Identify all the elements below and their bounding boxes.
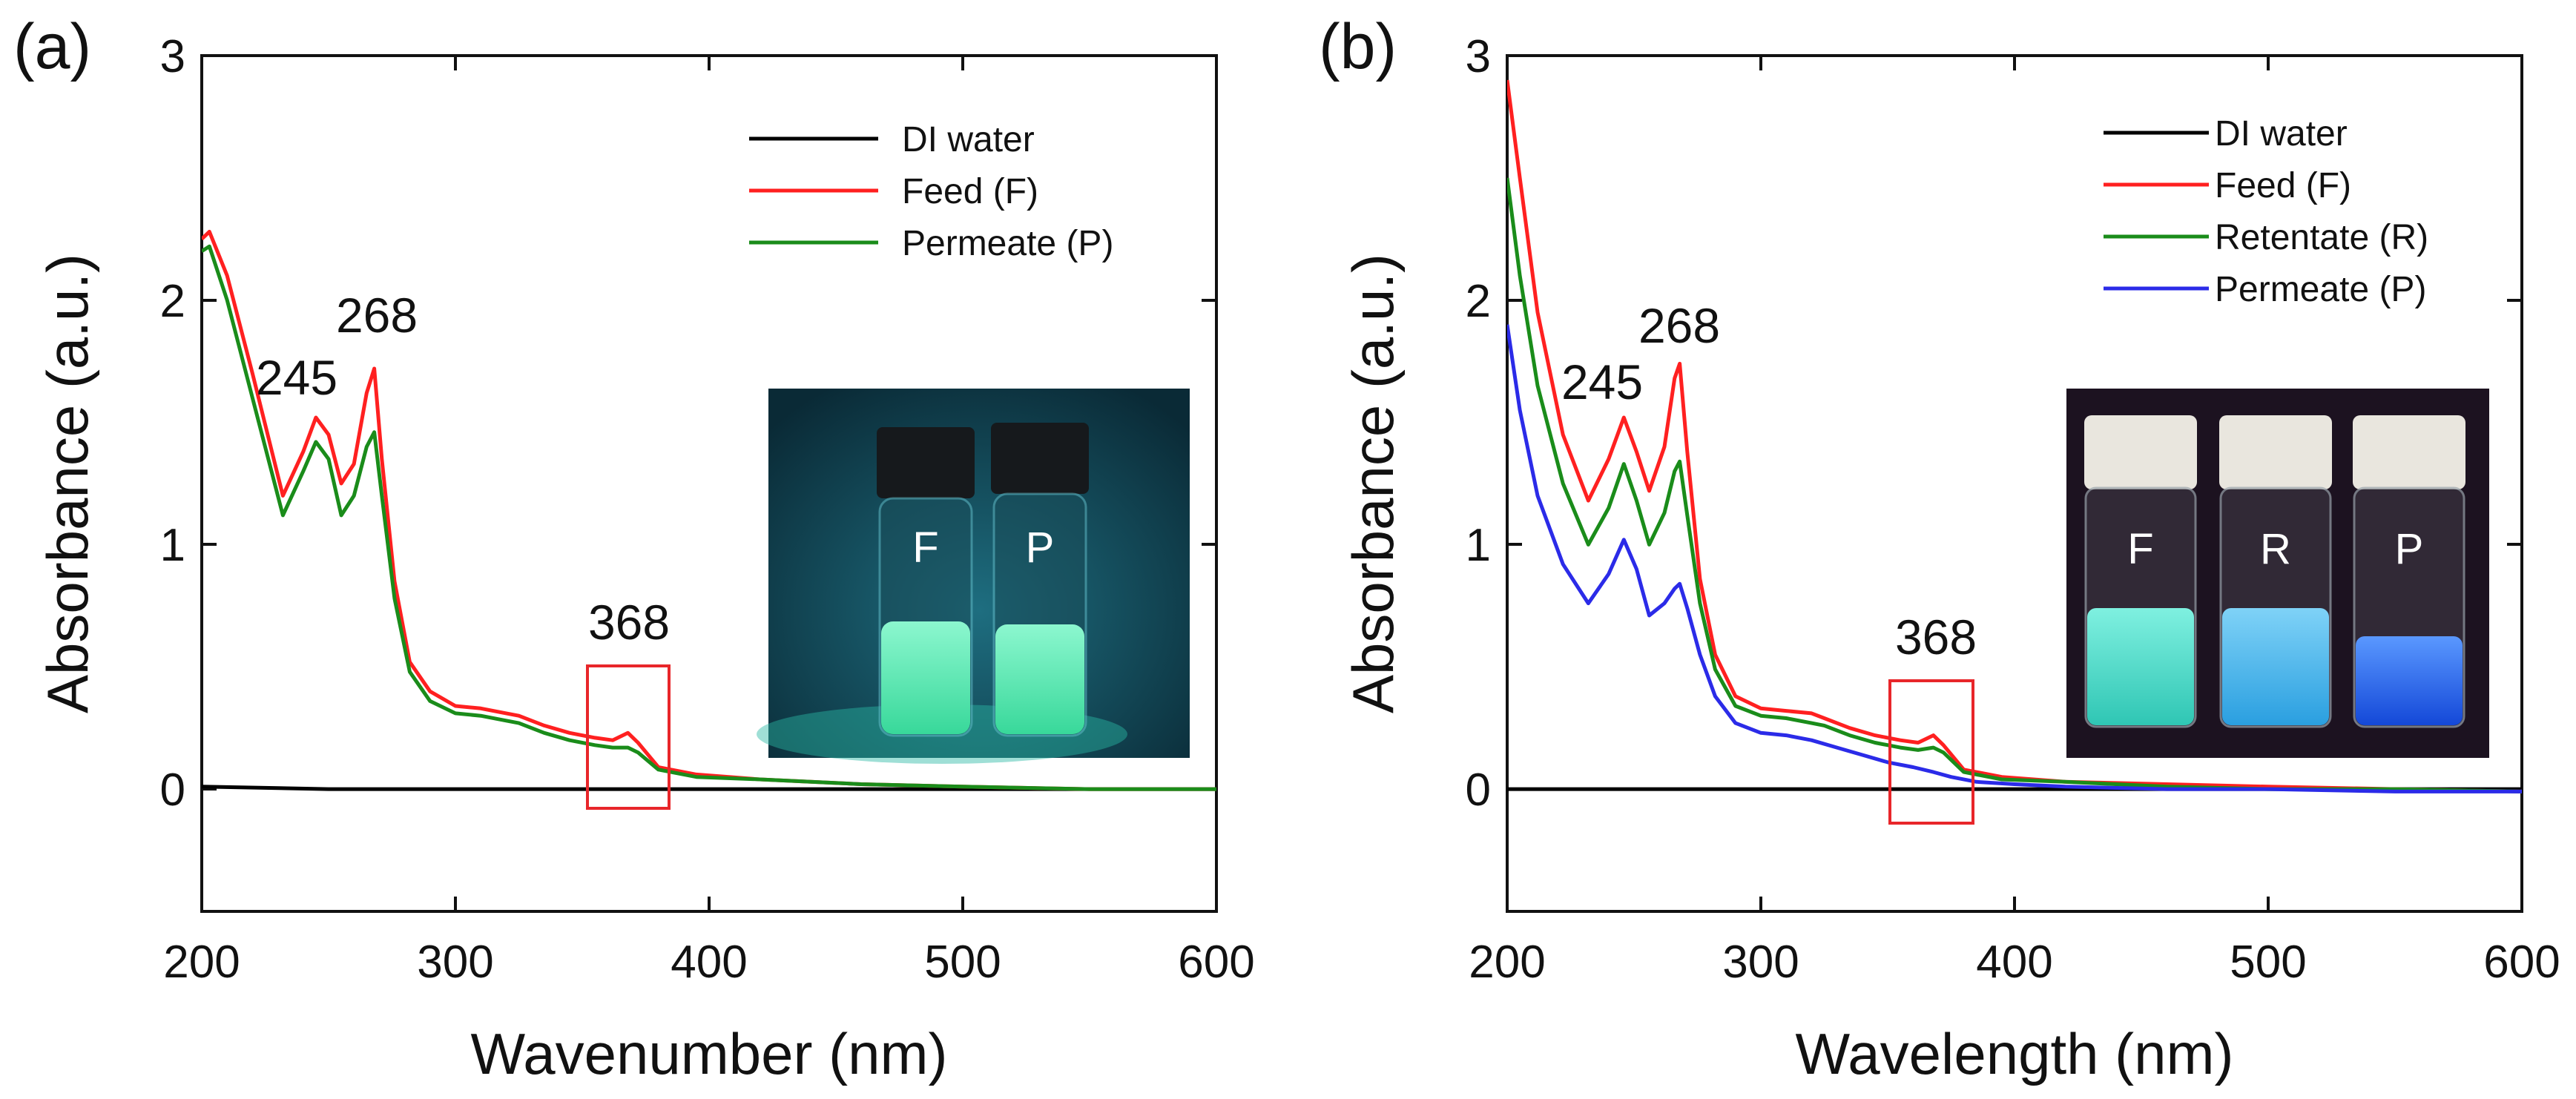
highlight-box-368 <box>586 664 671 810</box>
x-tick-label: 500 <box>2230 937 2306 988</box>
vial-label: P <box>1026 524 1055 572</box>
vial-f: F <box>2084 415 2197 728</box>
vial-f: F <box>877 427 975 737</box>
peak-annotation-268: 268 <box>336 288 418 343</box>
highlight-box-368 <box>1888 679 1974 825</box>
legend-label-feed: Feed (F) <box>2215 166 2351 205</box>
y-tick-label: 1 <box>160 520 185 571</box>
vial-cap <box>877 427 975 498</box>
x-tick-label: 300 <box>1722 937 1799 988</box>
vial-liquid <box>995 624 1084 734</box>
vial-r: R <box>2219 415 2332 728</box>
vial-cap <box>2353 415 2465 489</box>
peak-annotation-368: 368 <box>588 595 670 650</box>
panel-b: (b) 200 300 400 500 600 0 1 2 3 Waveleng… <box>1319 11 2560 1086</box>
series-line-permeate <box>202 244 1216 791</box>
y-tick-label: 1 <box>1466 520 1491 571</box>
x-tick-label: 600 <box>1178 937 1254 988</box>
panel-a-inset-photo: F P <box>757 389 1190 764</box>
x-tick-label: 400 <box>1976 937 2052 988</box>
panel-b-x-axis-title: Wavelength (nm) <box>1796 1021 2234 1086</box>
y-tick-label: 3 <box>160 31 185 82</box>
legend-label-feed: Feed (F) <box>902 172 1038 211</box>
panel-a-y-axis-title: Absorbance (a.u.) <box>35 254 100 713</box>
panel-a-x-axis-title: Wavenumber (nm) <box>471 1021 948 1086</box>
panel-a-x-ticks <box>454 56 964 911</box>
x-tick-label: 600 <box>2483 937 2560 988</box>
peak-annotation-245: 245 <box>1561 354 1643 409</box>
peak-annotation-268: 268 <box>1638 298 1720 353</box>
vial-label: F <box>2127 525 2153 573</box>
legend-label-permeate: Permeate (P) <box>2215 270 2426 309</box>
vial-cap <box>991 423 1089 494</box>
x-tick-label: 200 <box>1469 937 1545 988</box>
panel-b-x-ticks <box>1759 56 2270 911</box>
y-tick-label: 0 <box>160 765 185 816</box>
series-line-retentate <box>1507 177 2522 793</box>
vial-label: P <box>2395 525 2424 573</box>
x-tick-label: 400 <box>671 937 747 988</box>
vial-cap <box>2219 415 2332 489</box>
inset-photo-background <box>768 389 1190 758</box>
panel-b-label: (b) <box>1319 11 1397 82</box>
panel-a: (a) <box>13 11 1255 1086</box>
y-tick-label: 2 <box>1466 276 1491 327</box>
panel-a-legend: DI water Feed (F) Permeate (P) <box>749 120 1113 263</box>
legend-label-di-water: DI water <box>2215 114 2348 154</box>
series-line-permeate <box>1507 324 2522 793</box>
vial-liquid <box>2222 608 2329 725</box>
x-tick-label: 300 <box>417 937 493 988</box>
y-tick-label: 0 <box>1466 765 1491 816</box>
legend-label-permeate: Permeate (P) <box>902 224 1113 263</box>
vial-label: F <box>912 524 938 572</box>
peak-annotation-368: 368 <box>1895 610 1977 664</box>
panel-b-inset-photo: F R P <box>2066 389 2489 758</box>
panel-a-label: (a) <box>13 11 91 82</box>
vial-cap <box>2084 415 2197 489</box>
vial-p: P <box>2353 415 2465 728</box>
x-tick-label: 200 <box>163 937 240 988</box>
series-line-feed <box>1507 79 2522 793</box>
vial-liquid <box>2087 608 2194 725</box>
series-line-feed <box>202 229 1216 791</box>
vial-liquid <box>881 621 970 734</box>
vial-liquid <box>2356 636 2463 725</box>
y-tick-label: 3 <box>1466 31 1491 82</box>
vial-p: P <box>991 423 1089 737</box>
legend-label-retentate: Retentate (R) <box>2215 218 2428 257</box>
legend-label-di-water: DI water <box>902 120 1035 159</box>
panel-b-y-axis-title: Absorbance (a.u.) <box>1340 254 1406 713</box>
y-tick-label: 2 <box>160 276 185 327</box>
vial-label: R <box>2260 525 2291 573</box>
peak-annotation-245: 245 <box>256 350 337 405</box>
panel-b-legend: DI water Feed (F) Retentate (R) Permeate… <box>2104 114 2428 309</box>
x-tick-label: 500 <box>924 937 1001 988</box>
